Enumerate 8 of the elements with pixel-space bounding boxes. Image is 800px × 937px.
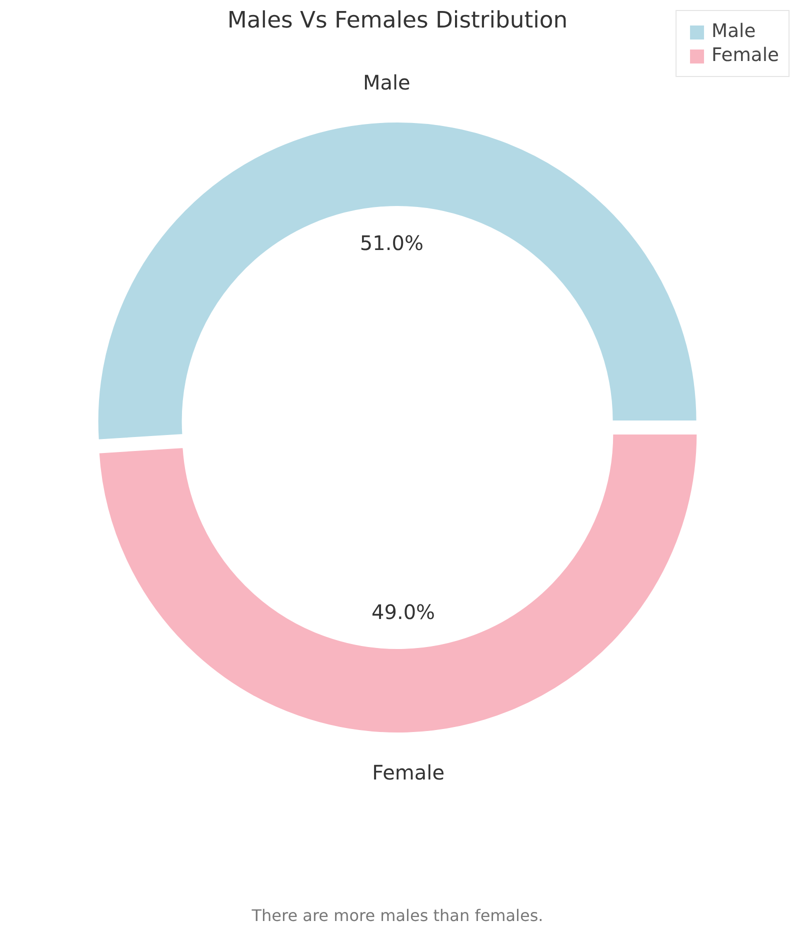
chart-title: Males Vs Females Distribution <box>227 8 568 34</box>
data-label: 51.0% <box>360 231 424 256</box>
slice-label: Female <box>372 760 445 784</box>
text: There are more males than females. <box>250 906 544 925</box>
data-label: 49.0% <box>372 600 436 624</box>
legend-label: Female <box>712 45 779 66</box>
slice-label: Male <box>362 70 410 95</box>
legend-label: Male <box>712 21 756 42</box>
